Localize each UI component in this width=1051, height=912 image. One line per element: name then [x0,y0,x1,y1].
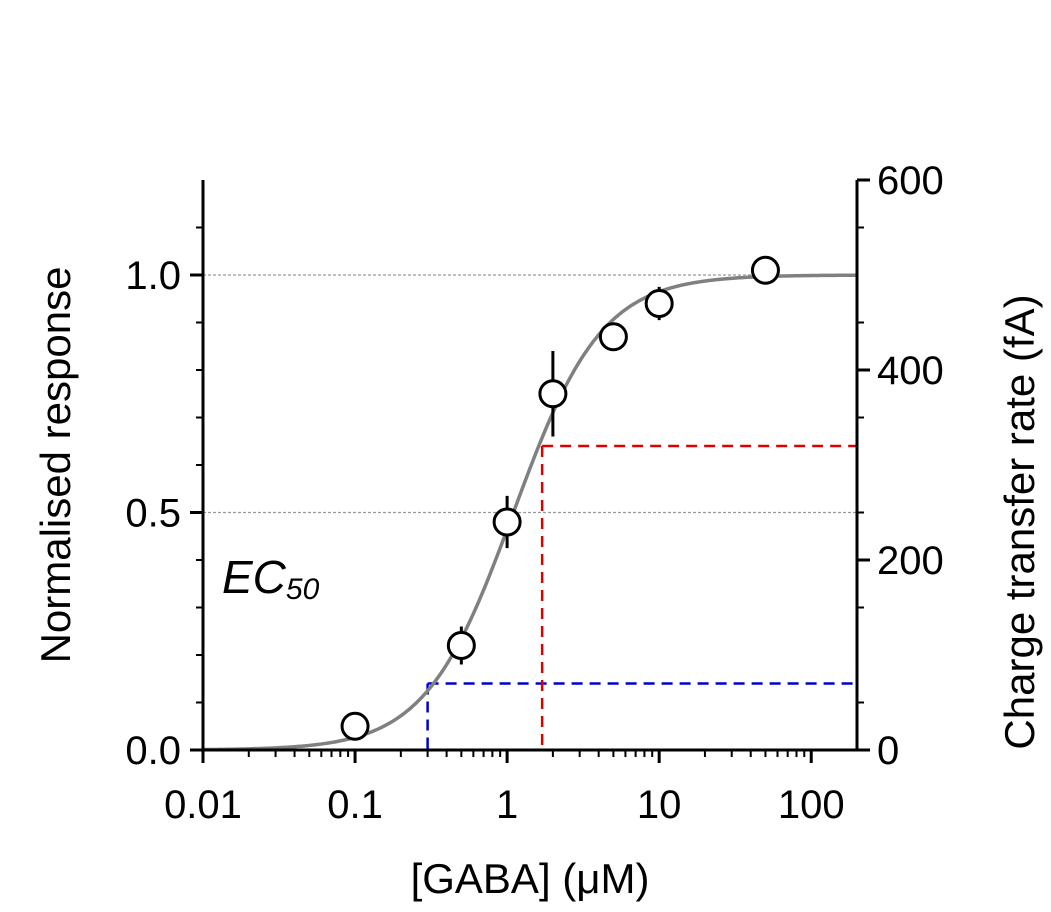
y-axis-title: Normalised response [32,267,79,664]
data-point [750,255,780,285]
y2-tick-label: 600 [877,159,944,203]
data-point [538,379,568,409]
y-tick-label: 0.0 [125,729,181,773]
tick-labels: 0.01 0.1 1 10 100 0.0 0.5 1.0 0 200 400 600 [125,159,943,827]
data-point [598,322,628,352]
y2-tick-label: 0 [877,729,899,773]
reference-lines [203,274,857,514]
y2-tick-label: 200 [877,539,944,583]
x-tick-label: 0.1 [327,783,383,827]
y2-axis-title: Charge transfer rate (fA) [996,294,1043,749]
ec50-main: EC [222,551,287,603]
x-tick-label: 100 [778,783,845,827]
data-point [492,507,522,537]
y2-tick-label: 400 [877,349,944,393]
threshold-lines [426,444,857,750]
x-tick-label: 0.01 [164,783,242,827]
data-points [340,255,780,741]
x-tick-label: 1 [496,783,518,827]
x-axis-title: [GABA] (μM) [411,855,650,902]
data-point [340,711,370,741]
ec50-subscript: 50 [286,573,320,606]
x-tick-label: 10 [637,783,682,827]
data-point [446,631,476,660]
y-tick-label: 1.0 [125,254,181,298]
data-point [644,289,674,318]
fit-curve [202,273,858,752]
ec50-annotation: EC50 [222,551,320,606]
axis-ticks [190,178,870,763]
y-tick-label: 0.5 [125,492,181,536]
